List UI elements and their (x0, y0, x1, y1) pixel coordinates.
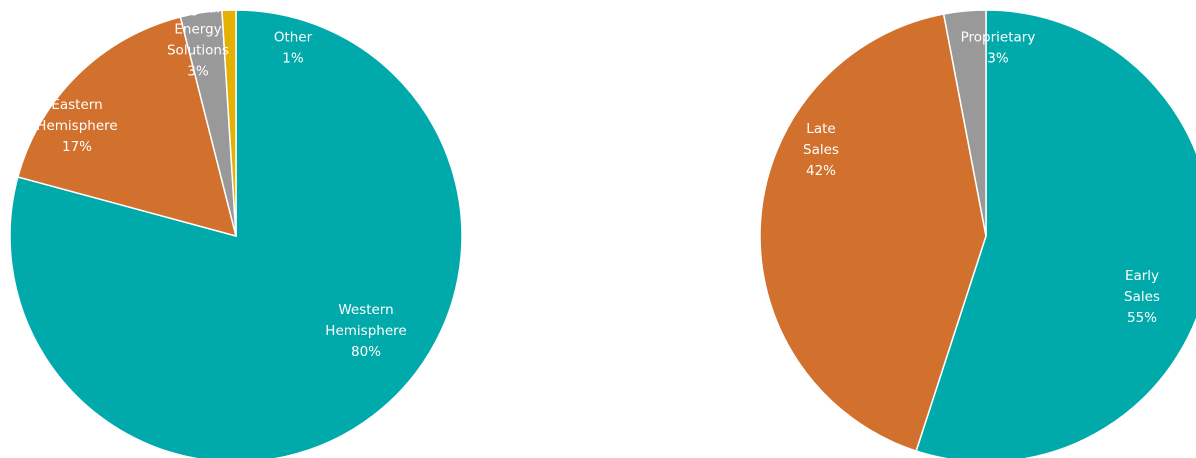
pie-slice-late-sales (759, 13, 987, 452)
data-label-late-sales: Late Sales 42% (803, 121, 839, 179)
data-label-western-hemisphere: Western Hemisphere 80% (325, 302, 406, 360)
pie-slice-western-hemisphere (9, 9, 463, 458)
segment-pie-chart: Western Hemisphere 80% Eastern Hemisphere 17%… (9, 1, 463, 458)
pie-slice-proprietary (942, 9, 987, 237)
data-label-early-sales: Early Sales 55% (1124, 268, 1160, 326)
data-label-proprietary: Proprietary 3% (961, 30, 1036, 67)
data-label-other: Other 1% (274, 30, 313, 67)
pie-slice-eastern-hemisphere (16, 16, 238, 238)
data-label-digital-energy-solutions: Digital Energy Solutions 3% (167, 1, 229, 80)
sales-pie-chart: Early Sales 55% Late Sales 42% Proprietary 3% (759, 9, 1196, 458)
data-label-eastern-hemisphere: Eastern Hemisphere 17% (36, 97, 117, 155)
pie-slice-other (221, 9, 237, 237)
